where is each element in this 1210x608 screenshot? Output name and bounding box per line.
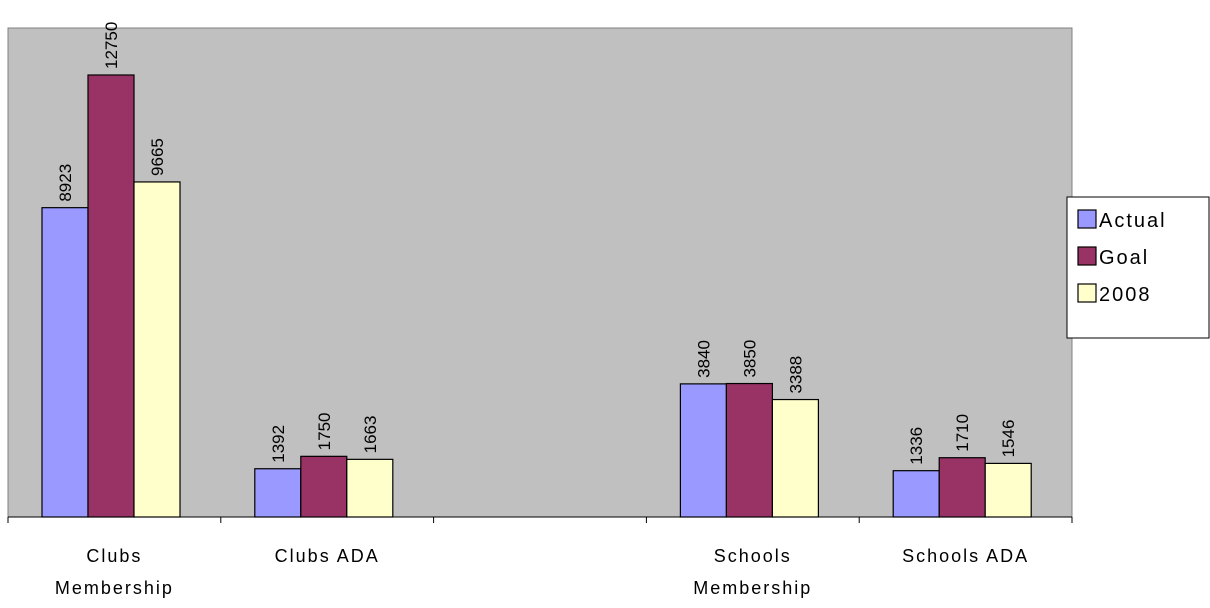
legend-label: 2008 (1099, 284, 1152, 306)
bar-goal-3 (725, 382, 774, 518)
x-axis-ticks (7, 517, 1073, 523)
bar-2008-0 (133, 181, 181, 518)
plot-area (7, 27, 1073, 518)
bar-value-label: 3850 (740, 340, 759, 378)
category-label: Schools ADA (902, 546, 1029, 566)
bar-value-label: 1392 (269, 425, 288, 463)
category-label: Clubs ADA (275, 546, 380, 566)
bar-value-label: 1546 (999, 420, 1018, 458)
bar-value-label: 12750 (102, 22, 121, 69)
bar-2008-4 (984, 462, 1032, 518)
legend-label: Goal (1099, 247, 1149, 269)
bar-goal-4 (938, 457, 986, 518)
category-label: Clubs (86, 546, 142, 566)
bar-value-label: 1336 (907, 427, 926, 465)
bar-2008-3 (771, 398, 820, 518)
legend-swatch-goal (1077, 246, 1097, 266)
bars-group (41, 74, 1032, 518)
bar-goal-1 (300, 455, 348, 518)
legend-swatch-2008 (1077, 283, 1097, 303)
bar-value-label: 1710 (953, 414, 972, 452)
bar-value-label: 8923 (56, 164, 75, 202)
category-label: Schools (714, 546, 792, 566)
bar-actual-4 (892, 470, 940, 518)
legend-label: Actual (1099, 210, 1167, 232)
bar-actual-0 (41, 207, 89, 518)
bar-goal-0 (87, 74, 135, 518)
value-labels-group: 8923 1392 3840 1336 12750 1750 3850 1710 9665 166… (56, 22, 1018, 465)
bar-actual-3 (679, 383, 728, 518)
legend-swatch-actual (1077, 209, 1097, 229)
bar-value-label: 1750 (315, 413, 334, 451)
legend: Actual Goal 2008 (1066, 196, 1210, 339)
bar-value-label: 1663 (361, 416, 380, 454)
category-label: Membership (693, 578, 812, 598)
bar-value-label: 3388 (786, 356, 805, 394)
bar-value-label: 9665 (148, 138, 167, 176)
category-label: Membership (55, 578, 174, 598)
bar-2008-1 (346, 458, 394, 518)
bar-value-label: 3840 (694, 340, 713, 378)
category-labels-group: Clubs Membership Clubs ADA Schools Membershi… (55, 546, 1029, 598)
bar-actual-1 (254, 468, 302, 518)
